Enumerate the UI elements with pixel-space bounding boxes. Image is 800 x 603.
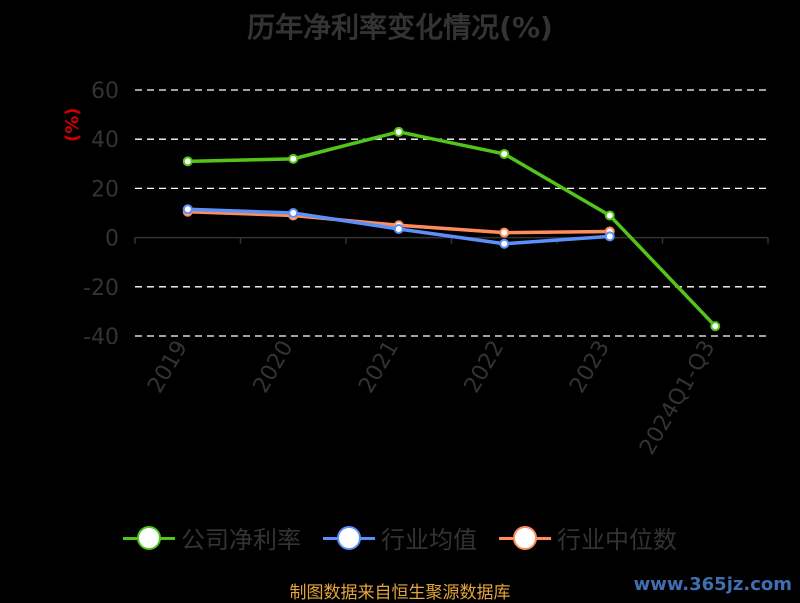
legend-label-industry-median: 行业中位数 [557, 526, 677, 554]
legend-marker-company [123, 523, 175, 553]
y-axis-label: (%) [62, 107, 83, 143]
x-tick-label-3: 2022 [460, 337, 510, 398]
y-tick-label-3: 0 [105, 227, 119, 252]
data-point-1-3 [499, 238, 510, 249]
data-point-2-3 [499, 227, 510, 238]
data-point-0-2 [393, 126, 404, 137]
y-tick-label-4: -20 [83, 276, 119, 301]
legend-label-company: 公司净利率 [181, 526, 301, 554]
legend-item-company[interactable]: 公司净利率 [123, 520, 301, 555]
chart-title: 历年净利率变化情况(%) [247, 11, 553, 44]
series-line-0 [187, 130, 717, 328]
x-tick-label-5: 2024Q1-Q3 [635, 337, 720, 460]
x-tick-label-1: 2020 [249, 337, 299, 398]
data-point-0-5 [710, 321, 721, 332]
data-point-1-1 [288, 208, 299, 218]
data-point-0-4 [604, 210, 615, 221]
data-source-note: 制图数据来自恒生聚源数据库 [289, 583, 511, 603]
x-tick-label-4: 2023 [565, 337, 615, 398]
x-tick-label-0: 2019 [143, 337, 193, 398]
y-tick-label-5: -40 [83, 325, 119, 350]
data-point-0-0 [182, 156, 193, 167]
legend-marker-industry-mean [323, 523, 375, 553]
y-tick-label-0: 60 [91, 79, 119, 104]
watermark: www.365jz.com [633, 574, 792, 595]
data-point-0-1 [288, 153, 299, 164]
y-tick-label-1: 40 [91, 128, 119, 153]
data-point-1-2 [393, 223, 404, 234]
legend-item-industry-median[interactable]: 行业中位数 [499, 520, 677, 555]
legend-marker-industry-median [499, 523, 551, 553]
data-point-1-0 [182, 204, 193, 215]
x-tick-label-2: 2021 [354, 337, 404, 398]
legend: 公司净利率 行业均值 行业中位数 [0, 520, 800, 555]
legend-item-industry-mean[interactable]: 行业均值 [323, 520, 477, 555]
legend-label-industry-mean: 行业均值 [381, 526, 477, 554]
y-tick-label-2: 20 [91, 177, 119, 202]
data-point-1-4 [604, 231, 615, 242]
data-point-0-3 [499, 148, 510, 159]
